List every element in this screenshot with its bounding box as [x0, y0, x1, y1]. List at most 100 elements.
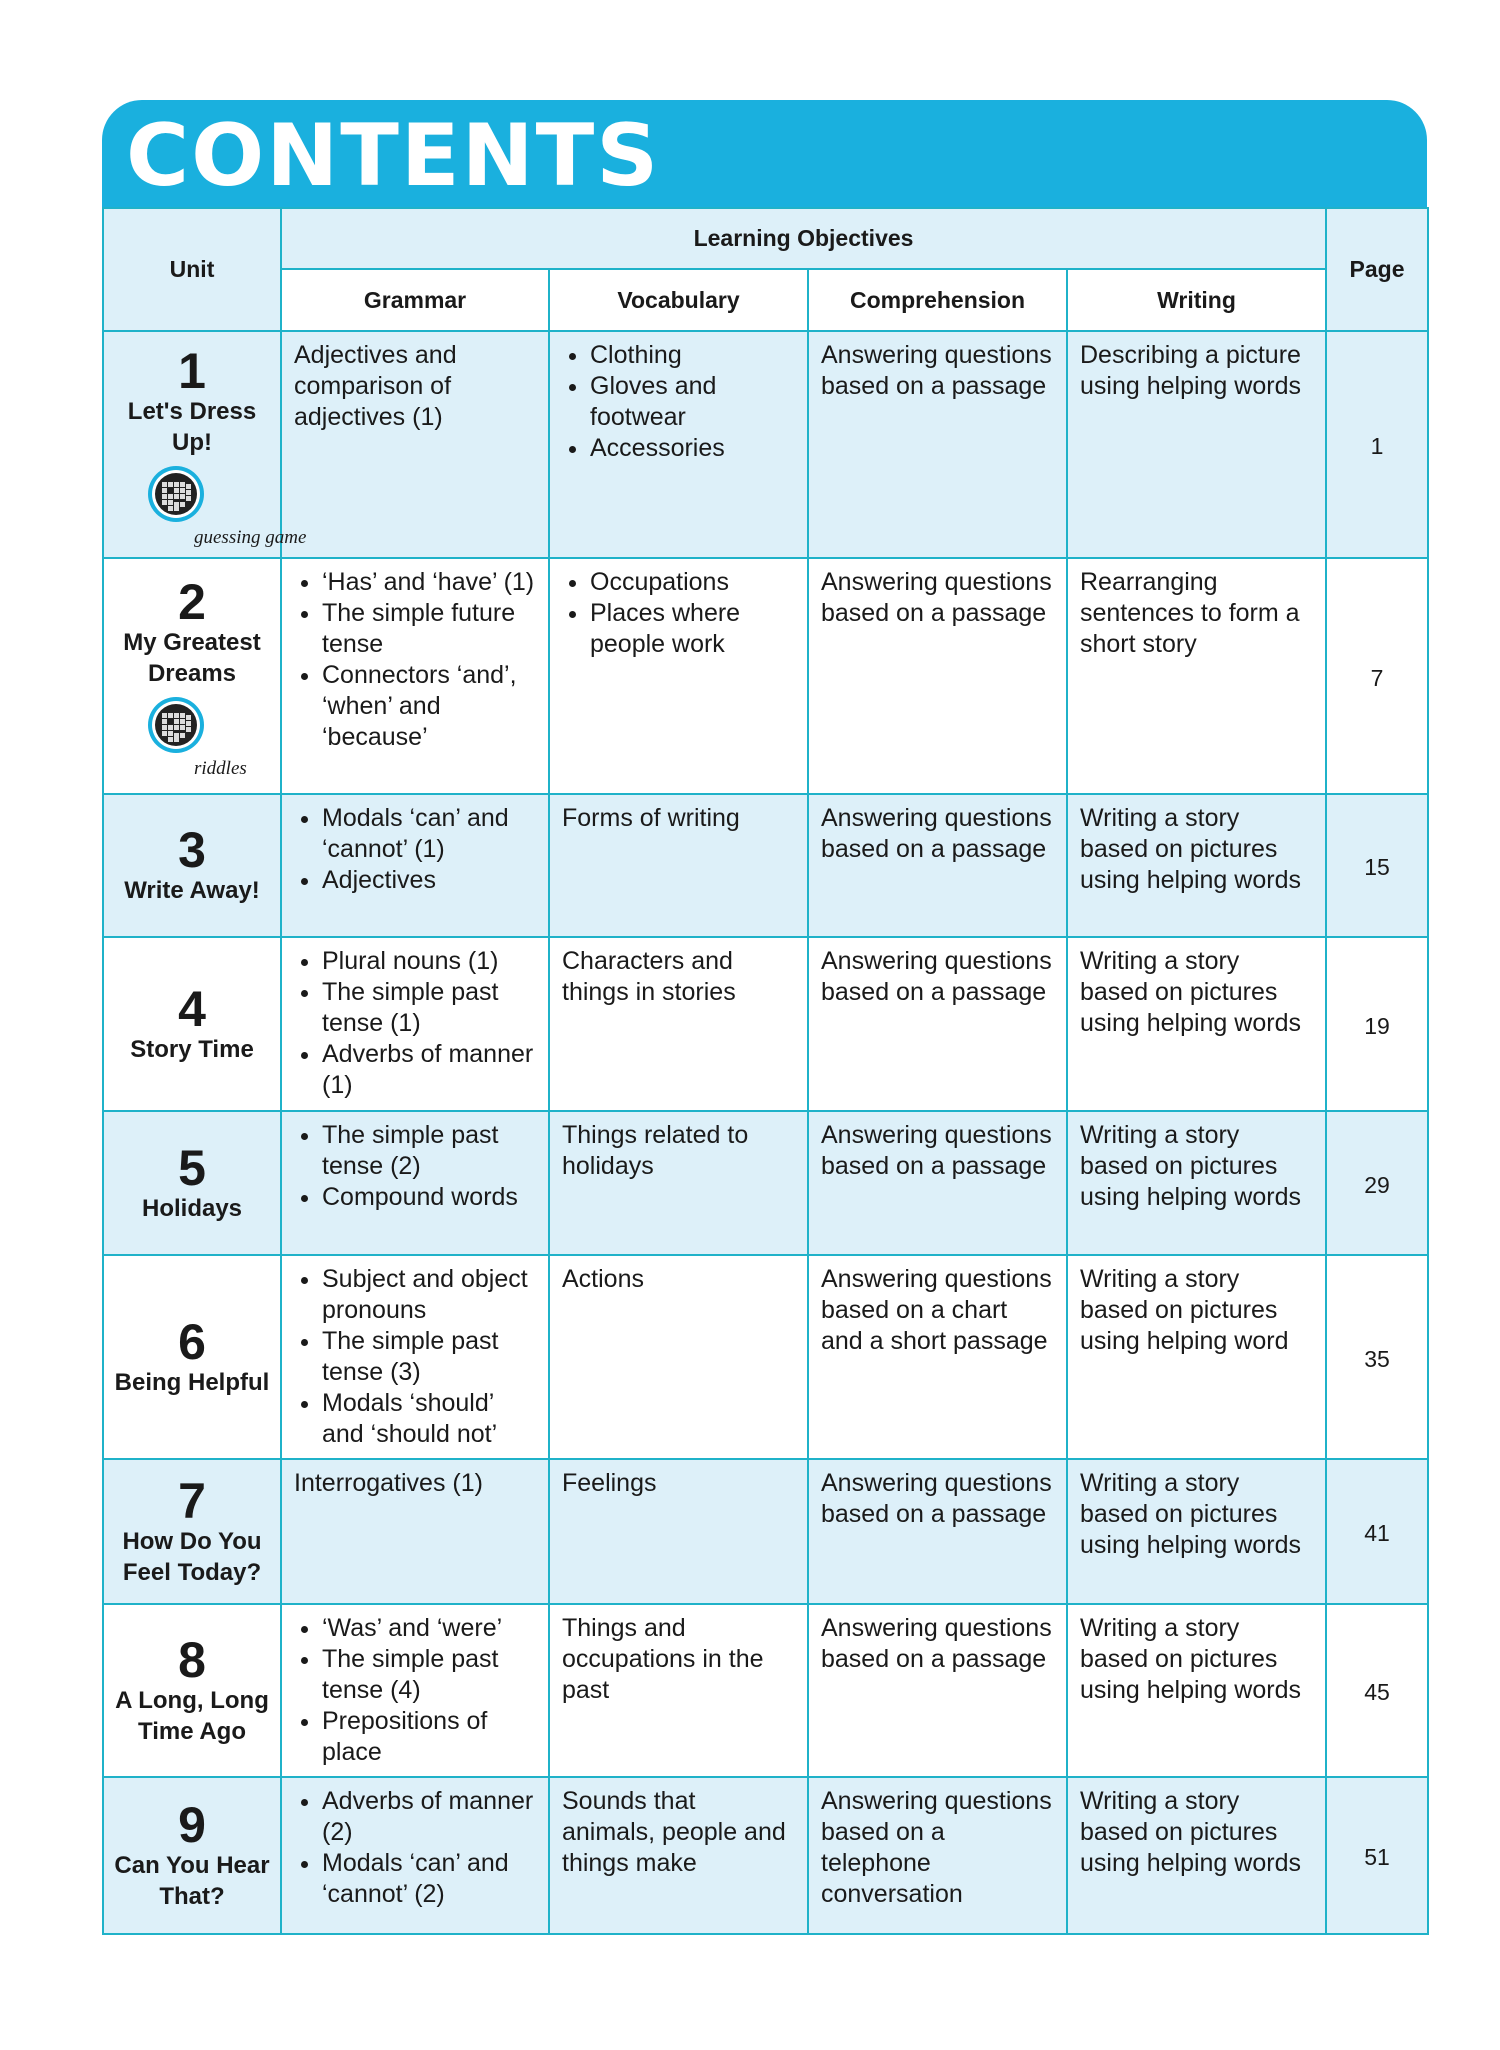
- unit-title: Let's Dress Up!: [127, 397, 257, 456]
- header-page: Page: [1325, 207, 1430, 332]
- activity-badge: guessing game: [108, 464, 306, 548]
- unit-number: 2: [178, 574, 206, 630]
- grammar-cell: Adjectives and comparison of adjectives …: [280, 330, 550, 559]
- page-number: 41: [1325, 1458, 1430, 1605]
- grammar-cell: ‘Has’ and ‘have’ (1)The simple future te…: [280, 557, 550, 795]
- grammar-item: The simple past tense (4): [322, 1644, 536, 1706]
- writing-cell: Writing a story based on pictures using …: [1065, 936, 1328, 1112]
- vocabulary-cell: Actions: [548, 1254, 809, 1460]
- vocabulary-cell: Sounds that animals, people and things m…: [548, 1776, 809, 1935]
- writing-cell: Writing a story based on pictures using …: [1065, 1458, 1328, 1605]
- unit-number: 6: [178, 1313, 206, 1370]
- unit-title: Being Helpful: [114, 1368, 270, 1396]
- vocabulary-list: ClothingGloves and footwearAccessories: [562, 340, 795, 464]
- grammar-item: Connectors ‘and’, ‘when’ and ‘because’: [322, 660, 536, 753]
- header-grammar: Grammar: [280, 268, 550, 332]
- activity-label: riddles: [194, 758, 247, 779]
- comprehension-cell: Answering questions based on a passage: [807, 1458, 1068, 1605]
- unit-title: Story Time: [130, 1035, 254, 1063]
- grammar-item: The simple past tense (1): [322, 977, 536, 1039]
- grammar-item: The simple past tense (2): [322, 1120, 536, 1182]
- page-title: CONTENTS: [126, 106, 661, 206]
- grammar-cell: Modals ‘can’ and ‘cannot’ (1)Adjectives: [280, 793, 550, 938]
- unit-number: 9: [178, 1796, 206, 1853]
- vocabulary-cell: ClothingGloves and footwearAccessories: [548, 330, 809, 559]
- vocabulary-item: Clothing: [590, 340, 795, 371]
- unit-cell: 9 Can You Hear That?: [102, 1776, 282, 1935]
- vocabulary-list: OccupationsPlaces where people work: [562, 567, 795, 660]
- grammar-item: Adverbs of manner (2): [322, 1786, 536, 1848]
- page-number: 15: [1325, 793, 1430, 938]
- header-comprehension: Comprehension: [807, 268, 1068, 332]
- grammar-list: Plural nouns (1)The simple past tense (1…: [294, 946, 536, 1101]
- comprehension-cell: Answering questions based on a passage: [807, 330, 1068, 559]
- unit-cell: 4 Story Time: [102, 936, 282, 1112]
- writing-cell: Writing a story based on pictures using …: [1065, 1776, 1328, 1935]
- grammar-item: Plural nouns (1): [322, 946, 536, 977]
- page-number: 35: [1325, 1254, 1430, 1460]
- unit-title: Can You Hear That?: [114, 1851, 270, 1910]
- unit-title: Write Away!: [124, 877, 260, 904]
- unit-cell: 7 How Do You Feel Today?: [102, 1458, 282, 1605]
- vocabulary-cell: OccupationsPlaces where people work: [548, 557, 809, 795]
- vocabulary-item: Occupations: [590, 567, 795, 598]
- grammar-item: Adjectives: [322, 865, 536, 896]
- grammar-item: Compound words: [322, 1182, 536, 1213]
- writing-cell: Writing a story based on pictures using …: [1065, 1603, 1328, 1778]
- grammar-item: ‘Was’ and ‘were’: [322, 1613, 536, 1644]
- grammar-cell: Interrogatives (1): [280, 1458, 550, 1605]
- vocabulary-item: Places where people work: [590, 598, 795, 660]
- grammar-cell: Adverbs of manner (2)Modals ‘can’ and ‘c…: [280, 1776, 550, 1935]
- page-number: 51: [1325, 1776, 1430, 1935]
- vocabulary-item: Accessories: [590, 433, 795, 464]
- page-number: 7: [1325, 557, 1430, 795]
- unit-number: 4: [178, 980, 206, 1037]
- grammar-list: The simple past tense (2)Compound words: [294, 1120, 536, 1213]
- table-row: 1 Let's Dress Up! guessing game Adjectives …: [102, 330, 1430, 559]
- grammar-item: Adverbs of manner (1): [322, 1039, 536, 1101]
- header-writing: Writing: [1065, 268, 1328, 332]
- unit-cell: 6 Being Helpful: [102, 1254, 282, 1460]
- writing-cell: Rearranging sentences to form a short st…: [1065, 557, 1328, 795]
- writing-cell: Writing a story based on pictures using …: [1065, 793, 1328, 938]
- grammar-list: Modals ‘can’ and ‘cannot’ (1)Adjectives: [294, 803, 536, 896]
- unit-title: How Do You Feel Today?: [122, 1527, 262, 1586]
- writing-cell: Describing a picture using helping words: [1065, 330, 1328, 559]
- unit-number: 3: [178, 822, 206, 878]
- writing-cell: Writing a story based on pictures using …: [1065, 1254, 1328, 1460]
- comprehension-cell: Answering questions based on a passage: [807, 1603, 1068, 1778]
- grammar-item: Subject and object pronouns: [322, 1264, 536, 1326]
- writing-cell: Writing a story based on pictures using …: [1065, 1110, 1328, 1256]
- unit-title: My Greatest Dreams: [123, 629, 261, 687]
- grammar-list: ‘Has’ and ‘have’ (1)The simple future te…: [294, 567, 536, 753]
- grammar-cell: Subject and object pronounsThe simple pa…: [280, 1254, 550, 1460]
- grammar-item: Modals ‘should’ and ‘should not’: [322, 1388, 536, 1450]
- comprehension-cell: Answering questions based on a chart and…: [807, 1254, 1068, 1460]
- page-number: 45: [1325, 1603, 1430, 1778]
- unit-number: 7: [178, 1472, 206, 1529]
- comprehension-cell: Answering questions based on a passage: [807, 1110, 1068, 1256]
- grammar-item: The simple future tense: [322, 598, 536, 660]
- vocabulary-cell: Things related to holidays: [548, 1110, 809, 1256]
- header-vocabulary: Vocabulary: [548, 268, 809, 332]
- grammar-item: Modals ‘can’ and ‘cannot’ (1): [322, 803, 536, 865]
- table-row: 8A Long, Long Time Ago‘Was’ and ‘were’Th…: [102, 1603, 1430, 1778]
- vocabulary-cell: Things and occupations in the past: [548, 1603, 809, 1778]
- contents-table: Unit Learning Objectives Page Grammar Vo…: [102, 207, 1430, 1935]
- unit-title: A Long, Long Time Ago: [115, 1686, 269, 1745]
- page-number: 1: [1325, 330, 1430, 559]
- page-number: 29: [1325, 1110, 1430, 1256]
- grammar-item: Prepositions of place: [322, 1706, 536, 1768]
- header-learning-objectives: Learning Objectives: [279, 207, 1328, 270]
- comprehension-cell: Answering questions based on a passage: [807, 793, 1068, 938]
- unit-cell: 1 Let's Dress Up! guessing game: [102, 330, 306, 559]
- unit-cell: 3 Write Away!: [102, 793, 282, 938]
- contents-header: CONTENTS: [102, 100, 1427, 207]
- unit-cell: 2 My Greatest Dreams riddles: [102, 557, 282, 795]
- table-row: 7 How Do You Feel Today? Interrogatives (1…: [102, 1458, 1430, 1605]
- vocabulary-cell: Characters and things in stories: [548, 936, 809, 1112]
